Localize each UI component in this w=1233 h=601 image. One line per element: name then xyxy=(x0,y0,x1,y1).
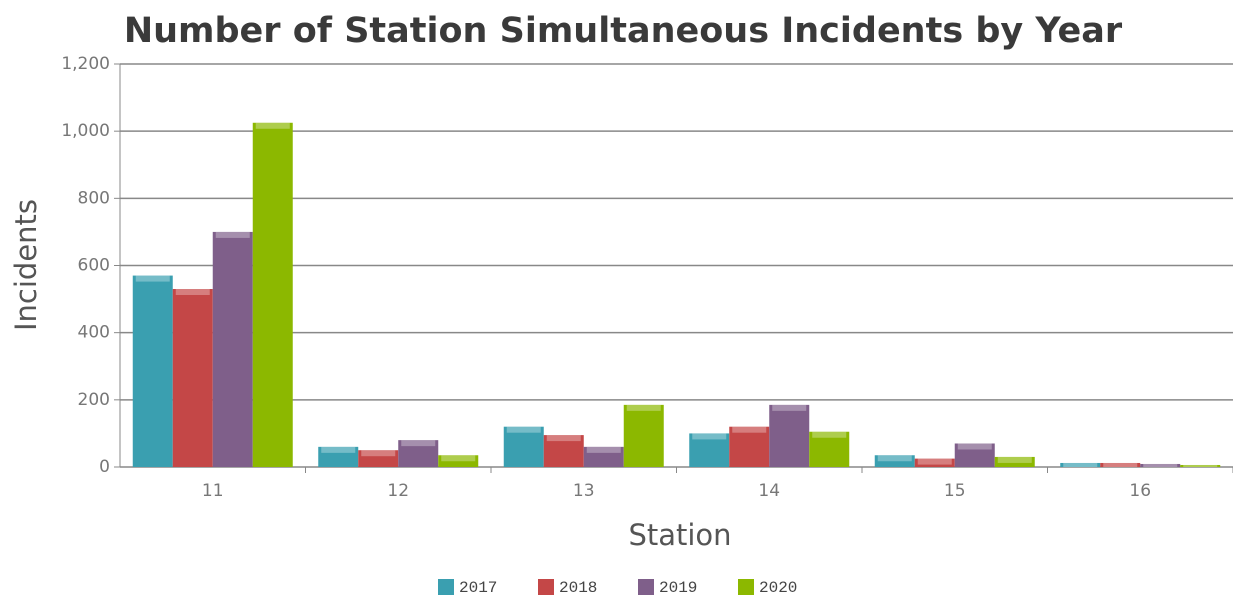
bar-highlight xyxy=(732,426,767,433)
x-tick-label: 15 xyxy=(944,481,966,501)
bar xyxy=(132,275,173,467)
bar xyxy=(623,404,664,467)
bar xyxy=(503,426,544,467)
legend-swatch xyxy=(438,579,454,595)
y-tick-label: 1,200 xyxy=(61,54,110,74)
bar xyxy=(318,446,359,467)
x-tick-label: 16 xyxy=(1129,481,1151,501)
bar xyxy=(769,404,810,467)
bar-highlight xyxy=(506,426,541,433)
x-tick-label: 12 xyxy=(387,481,409,501)
bar-highlight xyxy=(1063,462,1098,467)
bar-highlight xyxy=(626,404,661,411)
bar-highlight xyxy=(546,435,581,442)
bar-highlight xyxy=(877,455,912,462)
bar xyxy=(398,440,439,467)
bar xyxy=(1180,464,1221,467)
x-axis-label: Station xyxy=(628,518,731,552)
bar-highlight xyxy=(772,404,807,411)
legend-swatch xyxy=(638,579,654,595)
bar-highlight xyxy=(997,456,1032,463)
bar-highlight xyxy=(586,446,621,453)
bar xyxy=(874,455,915,467)
bar-highlight xyxy=(135,275,170,282)
y-tick-label: 600 xyxy=(78,256,110,276)
bar xyxy=(729,426,770,467)
legend-label: 2017 xyxy=(459,579,497,597)
y-tick-label: 1,000 xyxy=(61,121,110,141)
y-axis-label: Incidents xyxy=(9,199,43,331)
bar xyxy=(212,231,253,467)
x-tick-label: 13 xyxy=(573,481,595,501)
legend-swatch xyxy=(538,579,554,595)
legend-label: 2019 xyxy=(659,579,697,597)
bar-highlight xyxy=(917,458,952,465)
bar-highlight xyxy=(255,122,290,129)
bar-highlight xyxy=(1103,462,1138,467)
bar-highlight xyxy=(692,433,727,440)
bar xyxy=(358,450,399,467)
bar xyxy=(1060,462,1101,467)
chart-title: Number of Station Simultaneous Incidents… xyxy=(124,11,1123,51)
bar-highlight xyxy=(321,446,356,453)
y-tick-label: 400 xyxy=(78,323,110,343)
bar xyxy=(1100,462,1141,467)
bar xyxy=(914,458,955,467)
legend-label: 2018 xyxy=(559,579,597,597)
legend-swatch xyxy=(738,579,754,595)
x-tick-label: 14 xyxy=(758,481,780,501)
bar xyxy=(1140,463,1181,467)
bar-highlight xyxy=(1183,464,1218,467)
bar-highlight xyxy=(441,455,476,462)
bar xyxy=(689,433,730,467)
y-tick-label: 800 xyxy=(78,188,110,208)
bar-highlight xyxy=(175,289,210,296)
bar-highlight xyxy=(812,431,847,438)
bar xyxy=(954,443,995,467)
bar-highlight xyxy=(1143,463,1178,467)
y-tick-label: 200 xyxy=(78,390,110,410)
bar xyxy=(438,455,479,467)
legend-label: 2020 xyxy=(759,579,797,597)
bar-highlight xyxy=(215,231,250,238)
bar xyxy=(172,289,213,467)
bar-highlight xyxy=(361,450,396,457)
bar-highlight xyxy=(401,440,436,447)
bar xyxy=(543,435,584,467)
bar xyxy=(809,431,850,467)
y-tick-label: 0 xyxy=(99,457,110,477)
bar xyxy=(252,122,293,467)
bar-highlight xyxy=(957,443,992,450)
x-tick-label: 11 xyxy=(202,481,224,501)
bar xyxy=(994,456,1035,467)
bar xyxy=(583,446,624,467)
